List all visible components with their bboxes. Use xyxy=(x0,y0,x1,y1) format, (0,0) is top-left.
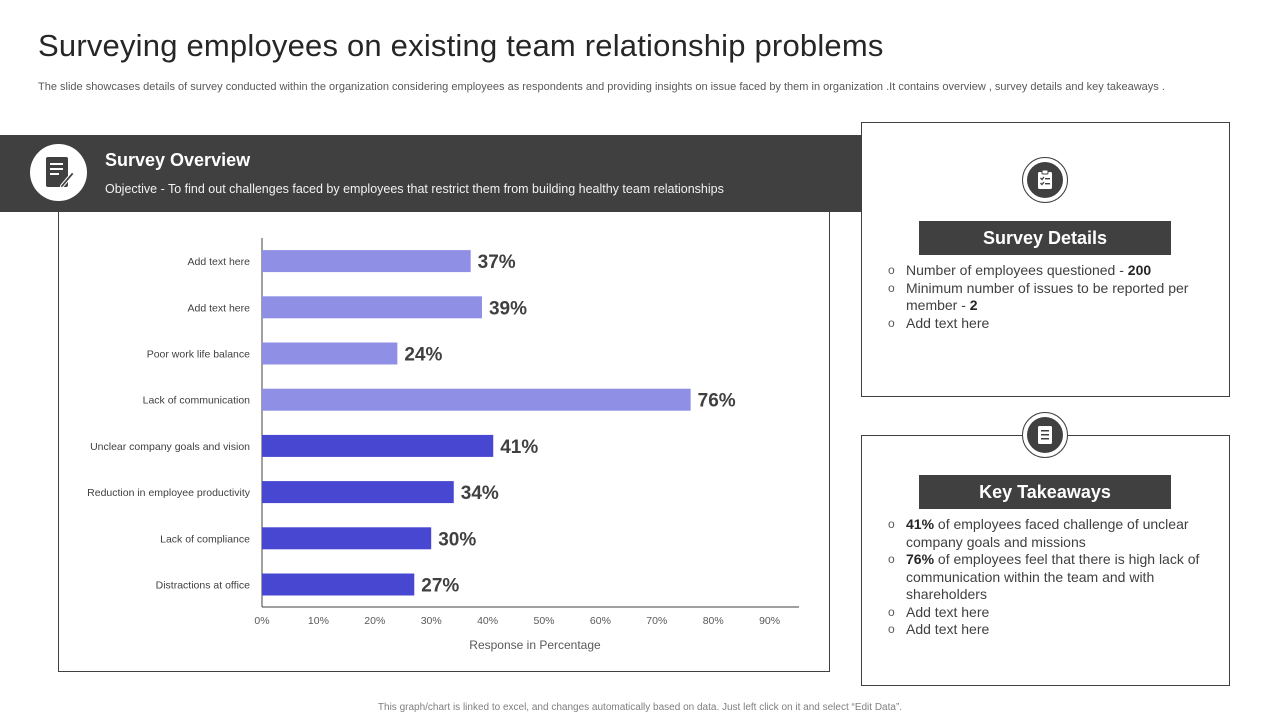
survey-details-list: Number of employees questioned - 200Mini… xyxy=(888,262,1209,332)
x-axis-title: Response in Percentage xyxy=(469,638,601,652)
bar xyxy=(262,434,494,457)
key-takeaways-item-value: 41% xyxy=(906,516,935,532)
key-takeaways-item-value: 76% xyxy=(906,551,935,567)
category-label: Add text here xyxy=(188,302,251,314)
survey-details-item-text: Minimum number of issues to be reported … xyxy=(906,279,1189,314)
category-label: Lack of compliance xyxy=(160,533,250,545)
category-label: Lack of communication xyxy=(143,395,251,407)
survey-details-item: Add text here xyxy=(888,315,1209,333)
x-tick-label: 30% xyxy=(421,615,442,627)
x-tick-label: 40% xyxy=(477,615,498,627)
value-label: 34% xyxy=(461,483,499,504)
survey-details-item-text: Number of employees questioned - xyxy=(906,262,1128,278)
key-takeaways-item-text: of employees faced challenge of unclear … xyxy=(906,516,1189,550)
x-tick-label: 80% xyxy=(703,615,724,627)
x-tick-label: 60% xyxy=(590,615,611,627)
survey-details-item: Minimum number of issues to be reported … xyxy=(888,280,1209,315)
category-label: Unclear company goals and vision xyxy=(90,441,250,453)
page-title: Surveying employees on existing team rel… xyxy=(38,28,884,63)
survey-details-item: Number of employees questioned - 200 xyxy=(888,262,1209,280)
x-tick-label: 70% xyxy=(646,615,667,627)
bar xyxy=(262,573,415,596)
category-label: Add text here xyxy=(188,256,251,268)
survey-details-item-value: 2 xyxy=(969,297,978,313)
x-tick-label: 90% xyxy=(759,615,780,627)
checklist-icon xyxy=(1022,157,1068,203)
survey-overview-banner: Survey Overview Objective - To find out … xyxy=(0,135,861,212)
survey-details-panel: Survey Details Number of employees quest… xyxy=(861,122,1230,397)
value-label: 39% xyxy=(489,298,527,319)
survey-details-heading: Survey Details xyxy=(919,221,1171,255)
survey-details-item-value: 200 xyxy=(1127,262,1152,278)
survey-objective-text: Objective - To find out challenges faced… xyxy=(105,182,724,196)
x-tick-label: 20% xyxy=(364,615,385,627)
footer-note: This graph/chart is linked to excel, and… xyxy=(377,702,903,713)
key-takeaways-item-text: of employees feel that there is high lac… xyxy=(906,551,1200,602)
survey-form-icon xyxy=(30,144,87,201)
value-label: 37% xyxy=(478,252,516,273)
value-label: 30% xyxy=(438,529,476,550)
x-tick-label: 0% xyxy=(254,615,269,627)
x-tick-label: 50% xyxy=(533,615,554,627)
document-icon xyxy=(1022,412,1068,458)
survey-details-item-text: Add text here xyxy=(906,314,990,331)
category-label: Reduction in employee productivity xyxy=(87,487,251,499)
key-takeaways-item: 76% of employees feel that there is high… xyxy=(888,551,1209,604)
survey-overview-heading: Survey Overview xyxy=(105,150,251,170)
category-label: Distractions at office xyxy=(156,580,251,592)
key-takeaways-item: 41% of employees faced challenge of uncl… xyxy=(888,516,1209,551)
value-label: 76% xyxy=(698,391,736,412)
value-label: 24% xyxy=(404,345,442,366)
key-takeaways-item: Add text here xyxy=(888,621,1209,639)
page-subtitle: The slide showcases details of survey co… xyxy=(38,81,1165,93)
value-label: 41% xyxy=(500,437,538,458)
bar xyxy=(262,296,482,319)
category-label: Poor work life balance xyxy=(147,349,250,361)
key-takeaways-heading: Key Takeaways xyxy=(919,475,1171,509)
value-label: 27% xyxy=(421,576,459,597)
key-takeaways-item: Add text here xyxy=(888,604,1209,622)
response-bar-chart[interactable]: Add text here 37% Add text here 39% Poor wor… xyxy=(58,212,830,662)
bar xyxy=(262,388,691,411)
key-takeaways-item-text: Add text here xyxy=(906,603,990,620)
x-tick-label: 10% xyxy=(308,615,329,627)
key-takeaways-panel: Key Takeaways 41% of employees faced cha… xyxy=(861,412,1230,686)
bar xyxy=(262,342,398,365)
key-takeaways-item-text: Add text here xyxy=(906,621,990,637)
bar xyxy=(262,250,471,273)
key-takeaways-list: 41% of employees faced challenge of uncl… xyxy=(888,516,1209,639)
bar xyxy=(262,481,454,504)
bar xyxy=(262,527,432,550)
